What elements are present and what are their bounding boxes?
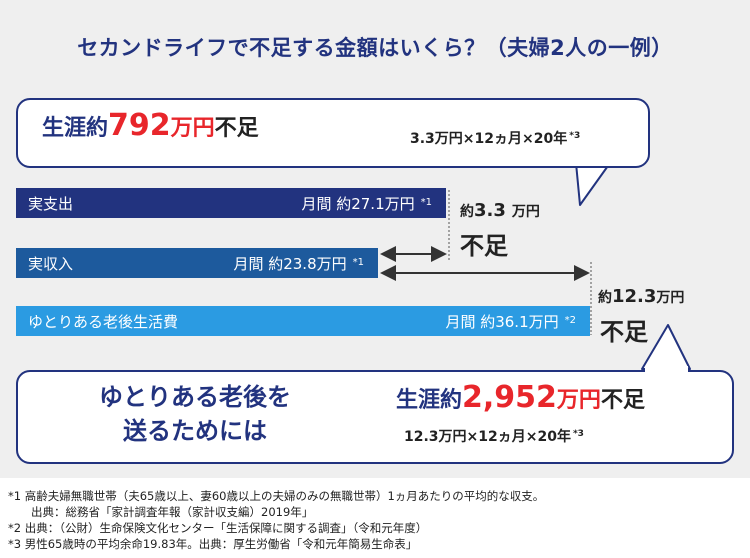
bottom-formula-note: *3: [572, 429, 584, 439]
bottom-lead-line2: 送るためには: [123, 417, 267, 445]
gap2-shortfall: 不足: [600, 318, 648, 346]
bar-actual-expenditure: 実支出 月間 約27.1万円 *1: [16, 188, 446, 218]
gap1-unit: 万円: [511, 204, 540, 220]
gap2-unit: 万円: [656, 290, 685, 306]
bar-value-note: *2: [564, 314, 576, 326]
top-amount: 792: [108, 108, 171, 143]
gap1-label: 約3.3 万円: [460, 200, 540, 221]
bottom-amount: 2,952: [462, 380, 557, 415]
top-suffix: 不足: [214, 116, 259, 141]
bottom-formula: 12.3万円×12ヵ月×20年 *3: [404, 426, 584, 446]
top-formula-text: 3.3万円×12ヵ月×20年: [410, 131, 568, 147]
bar-label: 実収入: [28, 254, 74, 273]
top-formula-note: *3: [569, 131, 581, 141]
bar-value-text: 月間 約36.1万円: [445, 312, 559, 331]
bar-value-text: 月間 約27.1万円: [301, 194, 415, 213]
bar-value-note: *1: [420, 196, 432, 208]
bar-value: 月間 約27.1万円 *1: [301, 193, 432, 214]
footnotes: *1 高齢夫婦無職世帯（夫65歳以上、妻60歳以上の夫婦のみの無職世帯）1ヵ月あ…: [8, 488, 748, 552]
bottom-unit: 万円: [556, 388, 601, 413]
bar-value: 月間 約36.1万円 *2: [445, 311, 576, 332]
top-callout: [16, 98, 650, 168]
footnote-2: *2 出典：（公財）生命保険文化センター「生活保障に関する調査」（令和元年度）: [8, 521, 428, 535]
bottom-formula-text: 12.3万円×12ヵ月×20年: [404, 429, 571, 445]
gap1-value: 3.3: [474, 200, 506, 221]
bottom-callout-headline: 生涯約2,952万円不足: [396, 380, 645, 415]
bar-label: 実支出: [28, 194, 74, 213]
bottom-suffix: 不足: [600, 388, 645, 413]
gap2-value: 12.3: [612, 286, 657, 307]
footnote-1: *1 高齢夫婦無職世帯（夫65歳以上、妻60歳以上の夫婦のみの無職世帯）1ヵ月あ…: [8, 489, 545, 503]
top-formula: 3.3万円×12ヵ月×20年 *3: [410, 128, 580, 148]
bottom-lead-line1: ゆとりある老後を: [99, 383, 291, 411]
bottom-prefix: 生涯約: [396, 388, 463, 413]
bar-value: 月間 約23.8万円 *1: [233, 253, 364, 274]
top-unit: 万円: [170, 116, 215, 141]
bar-value-note: *1: [352, 256, 364, 268]
gap2-prefix: 約: [598, 290, 612, 306]
page-title: セカンドライフで不足する金額はいくら？（夫婦2人の一例）: [77, 36, 673, 60]
top-callout-headline: 生涯約792万円不足: [42, 108, 259, 143]
top-prefix: 生涯約: [42, 116, 109, 141]
bar-comfortable-retirement-cost: ゆとりある老後生活費 月間 約36.1万円 *2: [16, 306, 590, 336]
bottom-callout: [16, 370, 734, 464]
gap1-prefix: 約: [460, 204, 474, 220]
bar-value-text: 月間 約23.8万円: [233, 254, 347, 273]
footnote-1-source: 出典：総務省「家計調査年報（家計収支編）2019年」: [8, 505, 314, 519]
tail-mask-bottom: [645, 368, 688, 373]
gap2-label: 約12.3万円: [598, 286, 684, 307]
gap-markers: [380, 190, 592, 335]
bar-label: ゆとりある老後生活費: [28, 312, 179, 331]
gap1-shortfall: 不足: [460, 232, 508, 260]
bar-actual-income: 実収入 月間 約23.8万円 *1: [16, 248, 378, 278]
footnote-3: *3 男性65歳時の平均余命19.83年。出典：厚生労働省「令和元年簡易生命表」: [8, 537, 418, 551]
bottom-callout-lead: ゆとりある老後を 送るためには: [60, 380, 330, 448]
